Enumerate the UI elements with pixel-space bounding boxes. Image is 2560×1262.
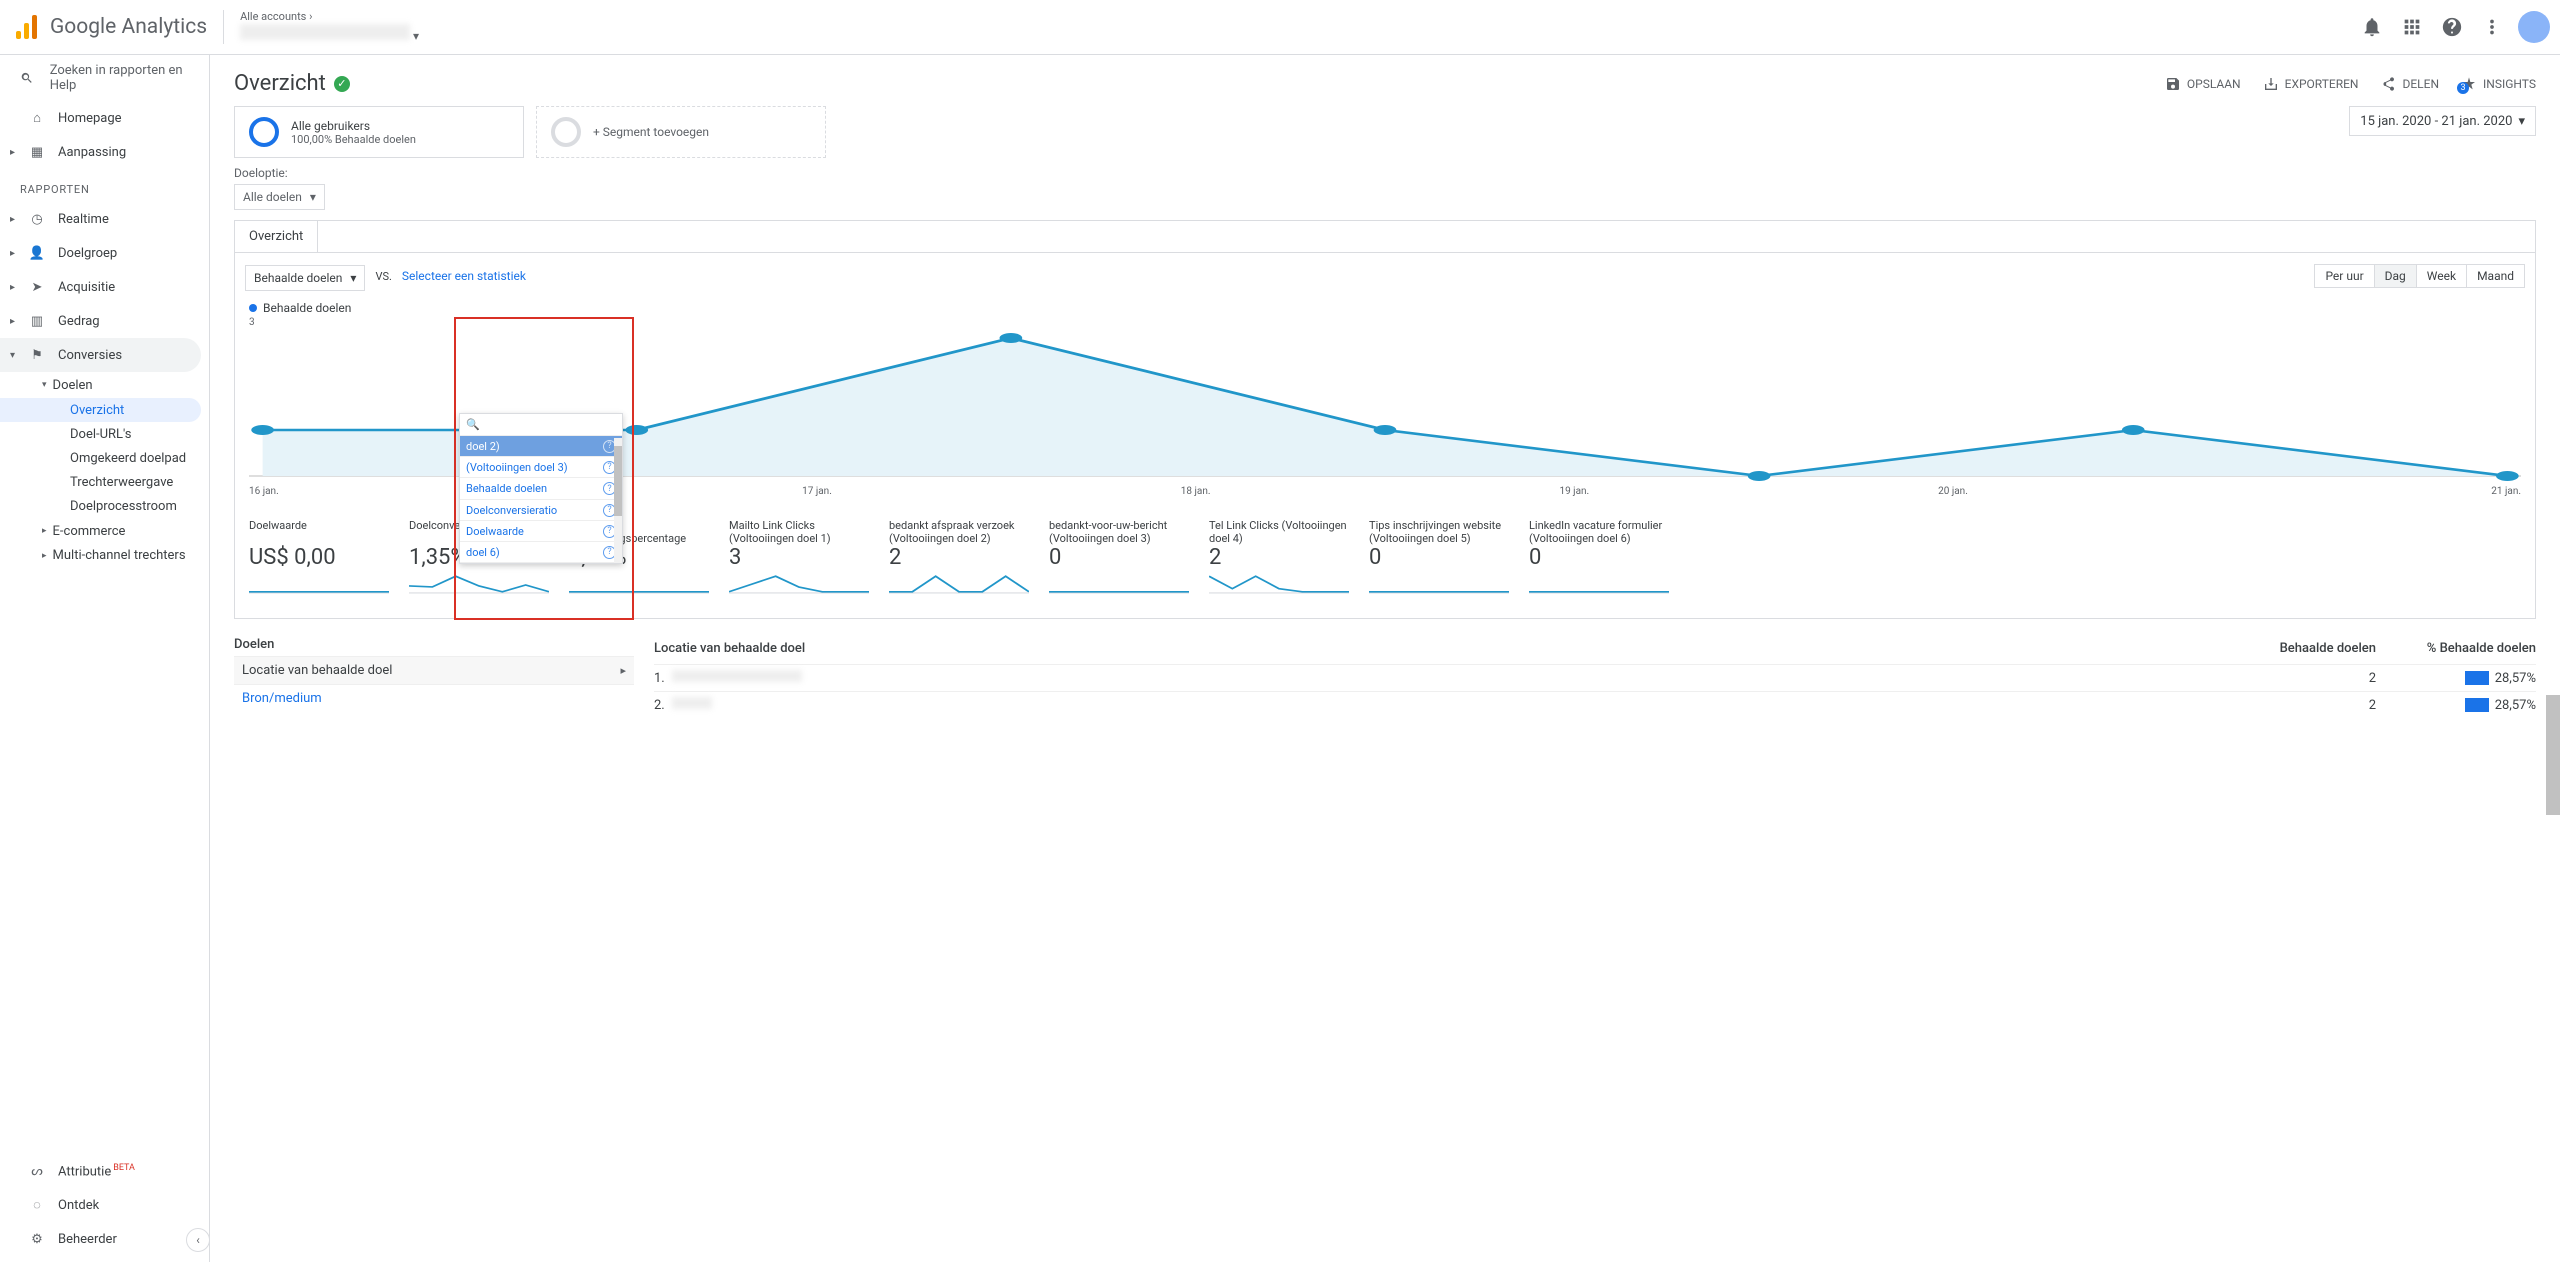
legend-dot-icon	[249, 304, 257, 312]
metric-dropdown-item[interactable]: Doelwaarde?	[460, 521, 622, 542]
help-icon[interactable]	[2432, 7, 2472, 47]
gran-day[interactable]: Dag	[2375, 265, 2417, 287]
nav-goals-funnel[interactable]: Trechterweergave	[70, 470, 209, 494]
time-granularity: Per uur Dag Week Maand	[2314, 264, 2525, 288]
nav-behaviour[interactable]: ▸▥Gedrag	[0, 304, 209, 338]
stat-card[interactable]: Mailto Link Clicks (Voltooiingen doel 1)…	[719, 513, 879, 606]
verified-icon: ✓	[334, 76, 350, 92]
dimensions-table: Doelen Locatie van behaalde doel▸Bron/me…	[234, 631, 634, 718]
top-bar: Google Analytics Alle accounts › ▾	[0, 0, 2560, 55]
segment-add-icon	[551, 117, 581, 147]
segment-row: Alle gebruikers 100,00% Behaalde doelen …	[210, 106, 2560, 158]
nav-audience[interactable]: ▸👤Doelgroep	[0, 236, 209, 270]
gran-week[interactable]: Week	[2417, 265, 2467, 287]
action-save[interactable]: OPSLAAN	[2165, 76, 2241, 92]
page-title: Overzicht	[234, 71, 326, 96]
nav-admin[interactable]: ⚙Beheerder	[0, 1222, 209, 1256]
sidebar-search[interactable]: Zoeken in rapporten en Help	[0, 55, 209, 101]
nav-goals-overview[interactable]: Overzicht	[0, 398, 201, 422]
account-crumb: Alle accounts ›	[240, 10, 419, 24]
nav-goals-reverse[interactable]: Omgekeerd doelpad	[70, 446, 209, 470]
nav-discover[interactable]: ◌Ontdek	[0, 1188, 209, 1222]
search-placeholder: Zoeken in rapporten en Help	[50, 63, 189, 93]
avatar[interactable]	[2518, 11, 2550, 43]
stat-card[interactable]: Tips inschrijvingen website (Voltooiinge…	[1359, 513, 1519, 606]
dimension-row[interactable]: Locatie van behaalde doel▸	[234, 656, 634, 684]
segment-all-users[interactable]: Alle gebruikers 100,00% Behaalde doelen	[234, 106, 524, 158]
account-picker[interactable]: Alle accounts › ▾	[240, 10, 419, 45]
nav-ecommerce[interactable]: E-commerce	[56, 518, 209, 544]
dropdown-scrollbar[interactable]	[614, 438, 622, 563]
nav-multichannel[interactable]: Multi-channel trechters	[56, 544, 209, 567]
nav-customization[interactable]: ▸▦Aanpassing	[0, 135, 209, 169]
more-icon[interactable]	[2472, 7, 2512, 47]
account-current-blurred	[240, 24, 410, 40]
nav-goals-flow[interactable]: Doelprocesstroom	[70, 494, 209, 518]
vs-label: vs.	[375, 270, 391, 283]
dimension-row[interactable]: Bron/medium	[234, 684, 634, 712]
locations-table: Locatie van behaalde doel Behaalde doele…	[654, 631, 2536, 718]
stat-card[interactable]: Tel Link Clicks (Voltooiingen doel 4) 2	[1199, 513, 1359, 606]
segment-sub: 100,00% Behaalde doelen	[291, 133, 416, 146]
stat-card[interactable]: bedankt afspraak verzoek (Voltooiingen d…	[879, 513, 1039, 606]
metric-dropdown-panel: 🔍 doel 2)?(Voltooiingen doel 3)?Behaalde…	[459, 413, 623, 564]
sidebar: Zoeken in rapporten en Help ⌂Homepage ▸▦…	[0, 55, 210, 1262]
gran-hour[interactable]: Per uur	[2315, 265, 2374, 287]
metric-dropdown-item[interactable]: Behaalde doelen?	[460, 478, 622, 499]
sidebar-collapse[interactable]: ‹	[186, 1228, 210, 1252]
nav-goals-urls[interactable]: Doel-URL's	[70, 422, 209, 446]
nav-goals[interactable]: Doelen	[56, 372, 209, 398]
chart-legend: Behaalde doelen	[235, 299, 2535, 317]
location-row[interactable]: 1. 2 28,57%	[654, 664, 2536, 691]
notifications-icon[interactable]	[2352, 7, 2392, 47]
location-row[interactable]: 2. 2 28,57%	[654, 691, 2536, 718]
y-tick: 3	[235, 317, 2535, 328]
nav-home[interactable]: ⌂Homepage	[0, 101, 209, 135]
ga-logo[interactable]: Google Analytics	[16, 15, 207, 39]
metric-dropdown-item[interactable]: Doelconversieratio?	[460, 500, 622, 521]
metric-dropdown-search[interactable]: 🔍	[460, 414, 622, 436]
nav-realtime[interactable]: ▸◷Realtime	[0, 202, 209, 236]
action-insights[interactable]: INSIGHTS	[2461, 76, 2536, 92]
reports-label: RAPPORTEN	[0, 169, 209, 202]
goal-option-row: Doeloptie: Alle doelen▾	[210, 158, 2560, 210]
stat-card[interactable]: LinkedIn vacature formulier (Voltooiinge…	[1519, 513, 1679, 606]
segment-indicator-icon	[249, 117, 279, 147]
nav-conversions[interactable]: ▾⚑Conversies	[0, 338, 201, 372]
search-icon	[20, 70, 34, 86]
metric-dropdown-item[interactable]: doel 6)?	[460, 542, 622, 563]
stat-card[interactable]: bedankt-voor-uw-bericht (Voltooiingen do…	[1039, 513, 1199, 606]
product-name: Google Analytics	[50, 15, 207, 39]
select-second-metric[interactable]: Selecteer een statistiek	[402, 269, 526, 283]
tab-overview[interactable]: Overzicht	[235, 221, 318, 252]
action-export[interactable]: EXPORTEREN	[2263, 76, 2359, 92]
metric-dropdown-button[interactable]: Behaalde doelen▾	[245, 265, 365, 291]
segment-add[interactable]: + Segment toevoegen	[536, 106, 826, 158]
metric-dropdown-item[interactable]: (Voltooiingen doel 3)?	[460, 457, 622, 478]
metric-dropdown-item[interactable]: doel 2)?	[460, 436, 622, 457]
gran-month[interactable]: Maand	[2467, 265, 2524, 287]
page-header: Overzicht ✓ OPSLAAN EXPORTEREN DELEN INS…	[210, 55, 2560, 106]
nav-attribution[interactable]: ᔕAttributieBETA	[0, 1154, 209, 1188]
goal-option-dropdown[interactable]: Alle doelen▾	[234, 184, 325, 210]
nav-acquisition[interactable]: ▸➤Acquisitie	[0, 270, 209, 304]
main-scrollbar[interactable]	[2546, 695, 2560, 815]
main: Overzicht ✓ OPSLAAN EXPORTEREN DELEN INS…	[210, 55, 2560, 1262]
date-range-picker[interactable]: 15 jan. 2020 - 21 jan. 2020▾	[2349, 106, 2536, 136]
segment-title: Alle gebruikers	[291, 119, 416, 133]
ga-logo-icon	[16, 15, 40, 39]
apps-icon[interactable]	[2392, 7, 2432, 47]
tables-row: Doelen Locatie van behaalde doel▸Bron/me…	[234, 631, 2536, 718]
stat-card[interactable]: Doelwaarde US$ 0,00	[239, 513, 399, 606]
action-share[interactable]: DELEN	[2380, 76, 2439, 92]
chart-controls: Behaalde doelen▾ vs. Selecteer een stati…	[235, 253, 2535, 299]
divider	[223, 10, 224, 44]
